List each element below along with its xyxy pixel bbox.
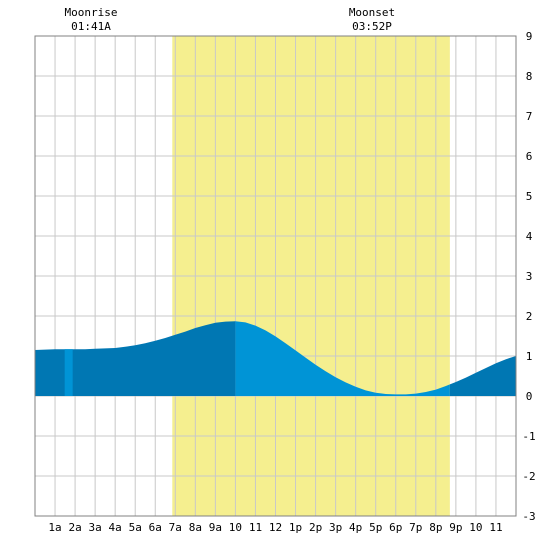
moonset-time: 03:52P [352,20,392,33]
x-tick-label: 8p [429,521,442,534]
moonrise-time: 01:41A [71,20,111,33]
x-tick-label: 9a [209,521,222,534]
x-tick-label: 8a [189,521,202,534]
tide-area-night [35,321,236,396]
plot-frame [34,35,517,517]
moonrise-marker [64,349,73,396]
x-tick-label: 10 [469,521,482,534]
x-tick-label: 2a [68,521,81,534]
x-tick-label: 3a [89,521,102,534]
y-tick-labels: -3 -2 -1 0 1 2 3 4 5 6 7 8 9 [522,30,535,523]
y-tick-label: 2 [526,310,533,323]
x-tick-label: 1p [289,521,302,534]
x-tick-label: 10 [229,521,242,534]
y-tick-label: -2 [522,470,535,483]
x-tick-label: 6p [389,521,402,534]
x-tick-label: 2p [309,521,322,534]
y-tick-label: -3 [522,510,535,523]
x-tick-label: 11 [489,521,502,534]
y-tick-label: 8 [526,70,533,83]
y-tick-label: -1 [522,430,535,443]
y-tick-label: 3 [526,270,533,283]
tide-layer [35,321,516,396]
x-tick-label: 1a [48,521,61,534]
x-tick-labels: 1a 2a 3a 4a 5a 6a 7a 8a 9a 10 11 12 1p 2p 3p 4p 5p 6p 7p 8p… [48,521,502,534]
x-tick-label: 3p [329,521,342,534]
moonset-label: Moonset [349,6,395,19]
y-tick-label: 0 [526,390,533,403]
y-tick-label: 7 [526,110,533,123]
x-tick-label: 4p [349,521,362,534]
x-tick-label: 12 [269,521,282,534]
x-tick-label: 11 [249,521,262,534]
x-tick-label: 4a [109,521,122,534]
y-tick-label: 9 [526,30,533,43]
y-tick-label: 1 [526,350,533,363]
y-tick-label: 6 [526,150,533,163]
x-tick-label: 7a [169,521,182,534]
tide-area-day [235,321,450,396]
x-tick-label: 7p [409,521,422,534]
frame-layer [34,35,517,517]
x-tick-label: 9p [449,521,462,534]
tide-area-evening [449,356,516,396]
y-tick-label: 5 [526,190,533,203]
moonrise-label: Moonrise [65,6,118,19]
x-tick-label: 5p [369,521,382,534]
x-tick-label: 5a [129,521,142,534]
y-tick-label: 4 [526,230,533,243]
x-tick-label: 6a [149,521,162,534]
